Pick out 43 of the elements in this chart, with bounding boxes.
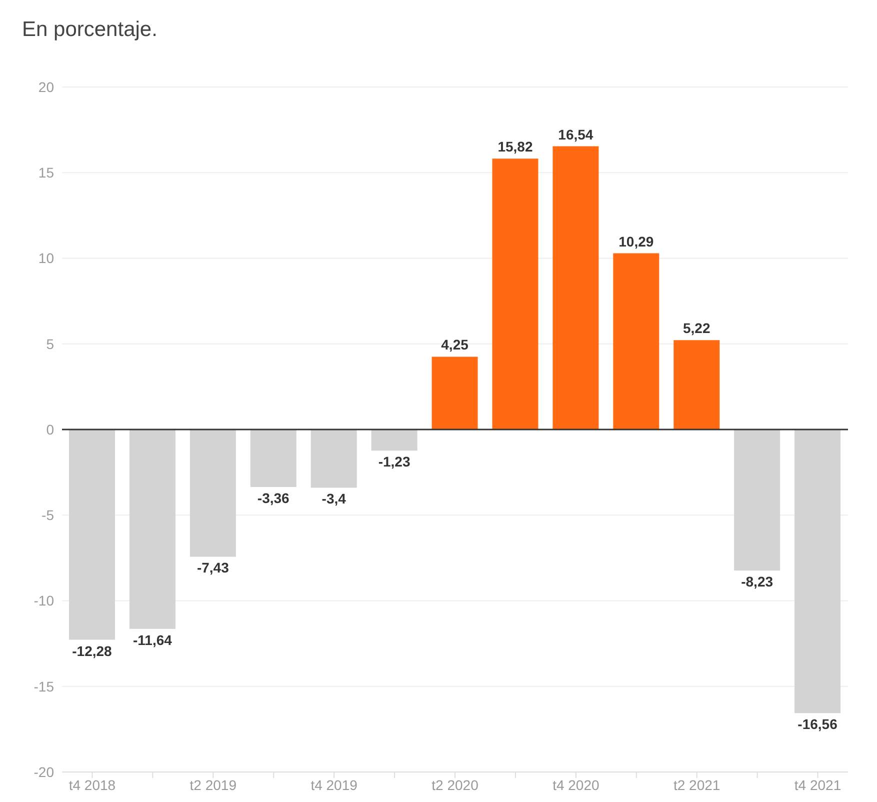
y-tick-label: -15 xyxy=(34,678,54,694)
x-tick-label: t4 2020 xyxy=(552,776,600,793)
data-label: 15,82 xyxy=(498,138,533,155)
bar xyxy=(250,430,296,488)
data-label: 10,29 xyxy=(618,233,654,250)
y-tick-label: 0 xyxy=(46,421,54,438)
bar xyxy=(432,356,478,430)
bar xyxy=(674,340,720,430)
data-label: -12,28 xyxy=(72,642,112,659)
data-label: -16,56 xyxy=(798,716,838,732)
bar xyxy=(69,430,115,640)
y-tick-label: -20 xyxy=(34,764,54,780)
y-tick-label: -5 xyxy=(42,507,54,524)
y-tick-label: 5 xyxy=(46,336,54,352)
data-label: 16,54 xyxy=(558,126,594,142)
bar xyxy=(613,253,660,430)
bar xyxy=(492,158,538,430)
data-label: -1,23 xyxy=(378,454,410,470)
bar xyxy=(794,430,841,714)
bar xyxy=(129,430,176,629)
x-tick-label: t2 2020 xyxy=(432,776,479,793)
y-tick-label: 10 xyxy=(38,250,54,266)
bar xyxy=(552,146,599,430)
x-tick-label: t4 2019 xyxy=(310,776,358,793)
data-label: 5,22 xyxy=(682,320,710,336)
data-label: -7,43 xyxy=(196,560,230,576)
x-tick-label: t4 2021 xyxy=(794,776,842,793)
data-label: -3,4 xyxy=(322,490,346,507)
data-label: 4,25 xyxy=(441,336,469,353)
data-label: -8,23 xyxy=(741,573,774,590)
bar xyxy=(734,430,780,570)
chart-title: En porcentaje. xyxy=(22,18,158,42)
y-tick-label: 20 xyxy=(38,78,54,95)
x-tick-label: t2 2021 xyxy=(673,776,720,793)
data-label: -3,36 xyxy=(257,490,290,506)
y-tick-label: -10 xyxy=(34,592,54,609)
data-label: -11,64 xyxy=(132,632,172,648)
bar xyxy=(310,430,357,488)
bar xyxy=(371,430,418,451)
bar xyxy=(190,430,236,557)
y-tick-label: 15 xyxy=(38,164,54,181)
x-tick-label: t2 2019 xyxy=(190,776,237,793)
x-tick-label: t4 2018 xyxy=(68,776,116,793)
